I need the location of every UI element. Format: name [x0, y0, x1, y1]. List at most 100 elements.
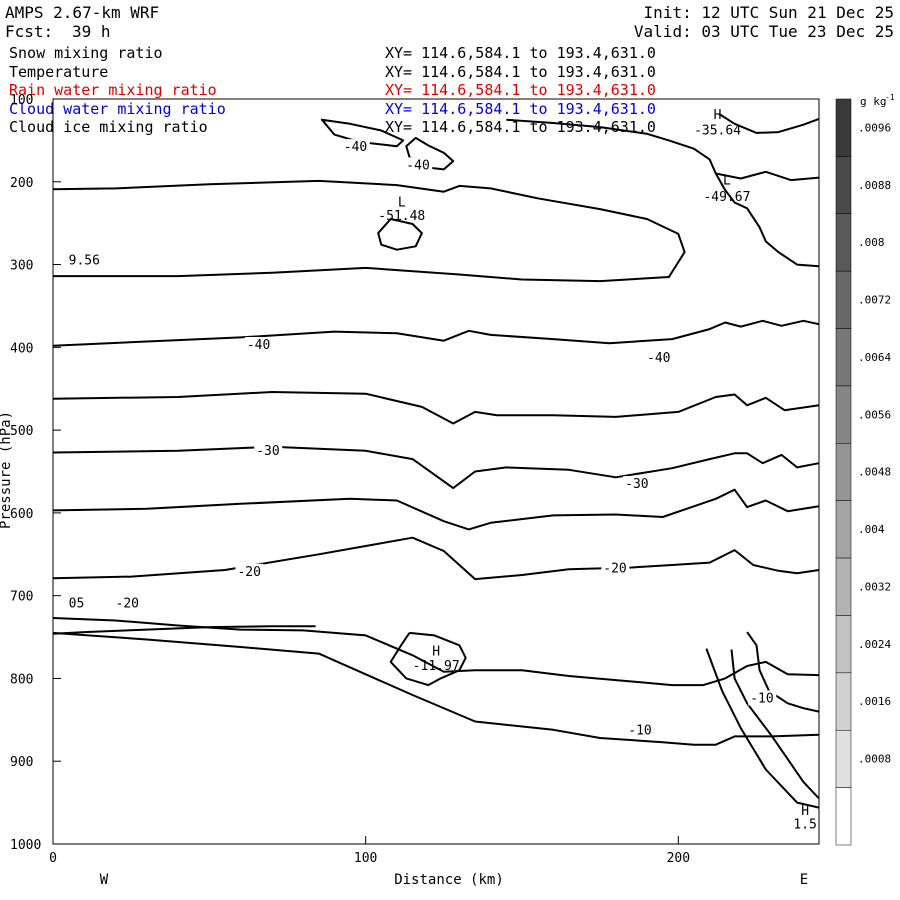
- contour-label-bg: [623, 476, 652, 492]
- y-tick-label: 500: [10, 424, 33, 439]
- closed-contour: [377, 218, 423, 251]
- y-tick-label: 900: [10, 755, 33, 770]
- y-tick-label: 200: [10, 176, 33, 191]
- x-tick-label: 200: [667, 851, 690, 866]
- colorbar-swatch: [835, 270, 852, 329]
- field-xy-range: XY= 114.6,584.1 to 193.4,631.0: [385, 81, 656, 99]
- colorbar-label: .0072: [858, 294, 891, 307]
- x-tick-label: 100: [354, 851, 377, 866]
- x-left-label: W: [100, 872, 109, 888]
- forecast-label: Fcst:: [5, 22, 54, 41]
- isotherm-line: [52, 536, 820, 581]
- colorbar-swatch: [835, 672, 852, 731]
- field-xy-range: XY= 114.6,584.1 to 193.4,631.0: [385, 99, 656, 118]
- extremum-marker: H: [432, 644, 440, 659]
- field-name: Cloud water mixing ratio: [9, 99, 226, 118]
- contour-label: -40: [344, 140, 367, 155]
- colorbar-swatch: [835, 213, 852, 272]
- contour-label-bg: [66, 252, 103, 268]
- colorbar-swatch: [835, 615, 852, 674]
- y-tick-label: 700: [10, 590, 33, 605]
- contour-label: -40: [406, 158, 429, 173]
- isotherm-line: [52, 625, 316, 635]
- colorbar-swatch: [835, 443, 852, 501]
- contour-label: -30: [625, 477, 648, 492]
- isotherm-line: [52, 445, 820, 490]
- x-axis-label: Distance (km): [394, 872, 504, 888]
- colorbar-label: .0008: [858, 753, 891, 766]
- colorbar-label: .0064: [858, 351, 891, 364]
- contour-label: 05: [69, 596, 85, 611]
- forecast-hours: 39 h: [72, 22, 111, 41]
- model-title: AMPS 2.67-km WRF: [5, 3, 160, 22]
- extremum-marker: H: [714, 108, 722, 123]
- isotherm-line: [705, 648, 820, 809]
- isotherm-line: [718, 113, 820, 134]
- y-axis-label: Pressure (hPa): [0, 411, 14, 529]
- contour-label-bg: [113, 595, 142, 611]
- contour-label: -40: [647, 351, 670, 366]
- extremum-marker: H: [801, 804, 809, 819]
- contour-label-bg: [341, 139, 370, 155]
- isotherm-line: [52, 179, 686, 283]
- colorbar-label: .0024: [858, 638, 891, 651]
- field-name: Snow mixing ratio: [9, 44, 163, 62]
- contour-label: -20: [116, 596, 139, 611]
- field-xy-range: XY= 114.6,584.1 to 193.4,631.0: [385, 44, 656, 62]
- isotherm-line: [52, 319, 820, 347]
- contour-label: 9.56: [69, 254, 100, 269]
- colorbar-label: .0096: [858, 121, 891, 134]
- extremum-value: -35.64: [694, 124, 741, 139]
- isotherm-line: [715, 170, 820, 182]
- isotherm-line: [730, 649, 820, 800]
- extremum-value: 1.5: [793, 817, 816, 832]
- colorbar-swatch: [835, 328, 852, 387]
- colorbar-swatch: [835, 156, 852, 215]
- x-tick-label: 0: [49, 851, 57, 866]
- valid-time: Valid: 03 UTC Tue 23 Dec 25: [633, 22, 894, 41]
- field-name: Rain water mixing ratio: [9, 81, 217, 99]
- colorbar-label: .004: [858, 523, 885, 536]
- contour-label-bg: [404, 157, 433, 173]
- field-name: Cloud ice mixing ratio: [9, 118, 208, 136]
- colorbar-label: .0032: [858, 580, 891, 593]
- contour-label-bg: [66, 595, 87, 611]
- y-tick-label: 600: [10, 507, 33, 522]
- contour-label-bg: [235, 563, 264, 579]
- colorbar-swatch: [835, 787, 852, 846]
- y-tick-label: 100: [10, 93, 33, 108]
- colorbar-swatch: [835, 98, 852, 157]
- contour-label-bg: [244, 336, 273, 352]
- colorbar-unit-exponent: -1: [885, 93, 895, 102]
- colorbar-label: .0016: [858, 695, 891, 708]
- isotherm-line: [52, 631, 820, 746]
- colorbar-label: .0088: [858, 179, 891, 192]
- contour-label: -30: [256, 444, 279, 459]
- y-tick-label: 800: [10, 672, 33, 687]
- colorbar-swatch: [835, 385, 852, 444]
- extremum-value: -51.48: [378, 209, 425, 224]
- extremum-marker: L: [398, 196, 406, 211]
- contour-label-bg: [601, 560, 630, 576]
- y-tick-label: 1000: [10, 838, 41, 853]
- isotherm-line: [52, 391, 820, 425]
- colorbar-swatch: [835, 557, 852, 616]
- field-name: Temperature: [9, 62, 109, 81]
- y-tick-label: 400: [10, 341, 33, 356]
- colorbar-label: .0056: [858, 408, 891, 421]
- isotherm-line: [52, 488, 820, 531]
- plot-frame: [52, 98, 820, 845]
- init-time: Init: 12 UTC Sun 21 Dec 25: [643, 3, 894, 22]
- contour-label: -40: [247, 338, 270, 353]
- extremum-marker: L: [723, 173, 731, 188]
- isotherm-line: [389, 631, 467, 687]
- contour-label: -10: [628, 724, 651, 739]
- x-right-label: E: [800, 872, 808, 888]
- closed-contour: [320, 118, 405, 148]
- extremum-value: -11.97: [413, 659, 460, 674]
- contour-label: -10: [750, 691, 773, 706]
- contour-label-bg: [626, 722, 655, 738]
- colorbar-unit: g kg: [860, 95, 887, 108]
- extremum-value: -49.67: [703, 190, 750, 205]
